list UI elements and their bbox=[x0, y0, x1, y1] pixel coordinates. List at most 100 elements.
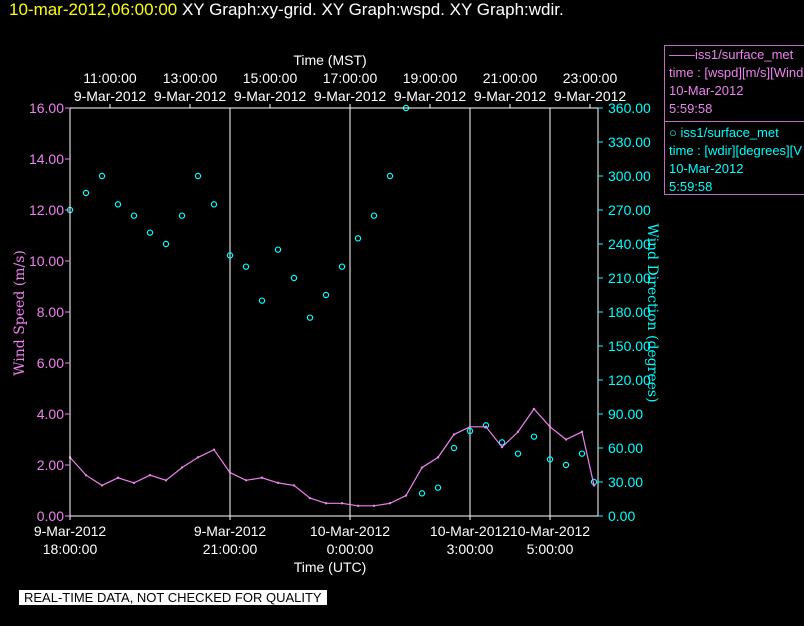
left-tick-label: 2.00 bbox=[37, 457, 64, 473]
legend-wdir-variable: time : [wdir][degrees][V bbox=[669, 143, 802, 158]
wdir-point bbox=[338, 263, 346, 270]
right-tick-label: 360.00 bbox=[608, 100, 651, 116]
top-axis-title: Time (MST) bbox=[293, 52, 366, 68]
wdir-point bbox=[98, 172, 106, 180]
bottom-tick-time: 18:00:00 bbox=[43, 541, 98, 557]
wspd-point bbox=[500, 445, 504, 449]
wspd-point bbox=[212, 448, 216, 451]
wspd-point bbox=[132, 481, 136, 485]
wspd-point bbox=[116, 476, 120, 479]
legend: ——iss1/surface_met time : [wspd][m/s][Wi… bbox=[664, 45, 804, 195]
top-tick-time: 21:00:00 bbox=[483, 70, 538, 86]
top-tick-time: 15:00:00 bbox=[243, 70, 298, 86]
top-tick-date: 9-Mar-2012 bbox=[154, 88, 227, 104]
right-tick-label: 30.00 bbox=[608, 474, 643, 490]
wspd-point bbox=[228, 471, 232, 474]
left-tick-label: 10.00 bbox=[29, 253, 64, 269]
wspd-point bbox=[196, 456, 200, 459]
wdir-point bbox=[146, 229, 154, 236]
wdir-point bbox=[514, 450, 522, 457]
top-tick-date: 9-Mar-2012 bbox=[234, 88, 307, 104]
wdir-point bbox=[418, 490, 426, 497]
header: 10-mar-2012,06:00:00 XY Graph:xy-grid. X… bbox=[9, 0, 564, 20]
wdir-point bbox=[130, 212, 138, 219]
wspd-point bbox=[180, 466, 184, 469]
wdir-point bbox=[466, 427, 474, 435]
quality-notice: REAL-TIME DATA, NOT CHECKED FOR QUALITY bbox=[19, 590, 327, 605]
wspd-point bbox=[468, 425, 472, 428]
wdir-point bbox=[162, 240, 170, 248]
top-tick-date: 9-Mar-2012 bbox=[314, 88, 387, 104]
bottom-tick-time: 3:00:00 bbox=[447, 541, 494, 557]
bottom-tick-date: 9-Mar-2012 bbox=[194, 523, 267, 539]
left-tick-label: 16.00 bbox=[29, 100, 64, 116]
left-tick-label: 8.00 bbox=[37, 304, 64, 320]
legend-wdir-date: 10-Mar-2012 bbox=[669, 161, 744, 176]
wspd-point bbox=[420, 466, 424, 469]
legend-wspd-variable: time : [wspd][m/s][Wind bbox=[669, 65, 804, 80]
wspd-point bbox=[164, 479, 168, 482]
wspd-point bbox=[580, 430, 584, 434]
top-tick-date: 9-Mar-2012 bbox=[74, 88, 147, 104]
wspd-point bbox=[484, 425, 488, 428]
wdir-point bbox=[354, 235, 362, 242]
top-tick-time: 23:00:00 bbox=[563, 70, 618, 86]
wdir-point bbox=[82, 189, 90, 197]
wspd-point bbox=[260, 476, 264, 479]
header-graph-list: XY Graph:xy-grid. XY Graph:wspd. XY Grap… bbox=[181, 0, 564, 19]
wdir-point bbox=[530, 433, 538, 440]
wspd-point bbox=[84, 474, 88, 477]
wspd-point bbox=[436, 456, 440, 459]
wspd-point bbox=[516, 430, 520, 434]
bottom-tick-time: 5:00:00 bbox=[527, 541, 574, 557]
wspd-point bbox=[356, 504, 360, 507]
right-tick-label: 150.00 bbox=[608, 338, 651, 354]
wspd-point bbox=[592, 484, 596, 487]
wdir-point bbox=[498, 439, 506, 446]
right-tick-label: 90.00 bbox=[608, 406, 643, 422]
legend-wdir-line1: ○ iss1/surface_met bbox=[669, 125, 779, 140]
legend-wspd-line1: ——iss1/surface_met bbox=[669, 47, 794, 62]
right-tick-label: 210.00 bbox=[608, 270, 651, 286]
left-tick-label: 12.00 bbox=[29, 202, 64, 218]
wdir-point bbox=[194, 172, 202, 180]
wspd-point bbox=[404, 494, 408, 497]
top-tick-time: 17:00:00 bbox=[323, 70, 378, 86]
wdir-point bbox=[178, 212, 186, 219]
legend-wspd-time: 5:59:58 bbox=[669, 101, 713, 116]
wspd-point bbox=[452, 433, 456, 436]
wdir-point bbox=[290, 274, 298, 282]
top-tick-date: 9-Mar-2012 bbox=[474, 88, 547, 104]
right-tick-label: 330.00 bbox=[608, 134, 651, 150]
wdir-point bbox=[306, 314, 314, 321]
left-tick-label: 0.00 bbox=[37, 508, 64, 524]
right-tick-label: 240.00 bbox=[608, 236, 651, 252]
top-tick-time: 19:00:00 bbox=[403, 70, 458, 86]
wdir-point bbox=[578, 450, 586, 457]
legend-wspd-date: 10-Mar-2012 bbox=[669, 83, 744, 98]
wdir-point bbox=[242, 263, 250, 270]
wdir-point bbox=[258, 297, 266, 304]
wspd-point bbox=[276, 481, 280, 485]
wspd-point bbox=[324, 502, 328, 505]
wdir-point bbox=[322, 291, 330, 299]
wspd-point bbox=[532, 407, 536, 411]
left-tick-label: 14.00 bbox=[29, 151, 64, 167]
wspd-point bbox=[564, 438, 568, 441]
wdir-point bbox=[370, 212, 378, 219]
wspd-point bbox=[148, 474, 152, 477]
wspd-point bbox=[244, 479, 248, 482]
bottom-axis-title: Time (UTC) bbox=[294, 559, 367, 575]
right-tick-label: 120.00 bbox=[608, 372, 651, 388]
header-timestamp: 10-mar-2012,06:00:00 bbox=[9, 0, 178, 19]
legend-divider bbox=[665, 121, 804, 122]
wspd-point bbox=[372, 504, 376, 507]
left-tick-label: 6.00 bbox=[37, 355, 64, 371]
wdir-point bbox=[450, 444, 458, 452]
top-tick-date: 9-Mar-2012 bbox=[554, 88, 627, 104]
bottom-tick-time: 0:00:00 bbox=[327, 541, 374, 557]
wdir-point bbox=[434, 484, 442, 491]
wdir-point bbox=[274, 246, 282, 253]
wdir-point bbox=[210, 201, 218, 208]
